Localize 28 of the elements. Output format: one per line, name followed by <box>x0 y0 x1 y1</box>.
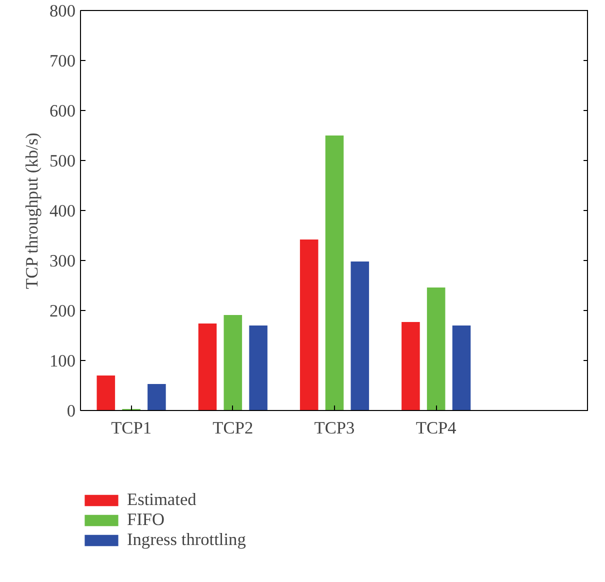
x-tick-label: TCP3 <box>314 418 355 438</box>
bar <box>148 384 166 410</box>
y-axis-title: TCP throughput (kb/s) <box>22 132 42 289</box>
y-tick-label: 100 <box>50 352 76 370</box>
y-tick-label: 300 <box>50 252 76 270</box>
legend-label: Estimated <box>127 490 196 510</box>
bar <box>350 262 370 410</box>
y-tick-label: 400 <box>50 202 76 220</box>
bar <box>452 326 471 410</box>
y-tick-label: 800 <box>50 2 76 20</box>
x-tick-label: TCP4 <box>416 418 457 438</box>
bar <box>325 136 344 410</box>
y-tick-label: 700 <box>50 52 76 70</box>
bar <box>300 240 318 410</box>
y-tick-label: 0 <box>66 402 76 420</box>
x-tick-label: TCP1 <box>111 418 152 438</box>
x-tick-label: TCP2 <box>212 418 254 438</box>
y-tick-label: 200 <box>50 302 76 320</box>
legend-label: Ingress throttling <box>127 530 246 550</box>
bar <box>402 322 420 410</box>
bar <box>426 288 446 410</box>
y-tick-label: 600 <box>50 102 76 120</box>
bar <box>249 326 268 410</box>
legend-label: FIFO <box>127 510 165 530</box>
y-tick-label: 500 <box>50 152 76 170</box>
bar <box>198 324 217 410</box>
bar <box>224 315 242 410</box>
bar <box>96 376 116 410</box>
